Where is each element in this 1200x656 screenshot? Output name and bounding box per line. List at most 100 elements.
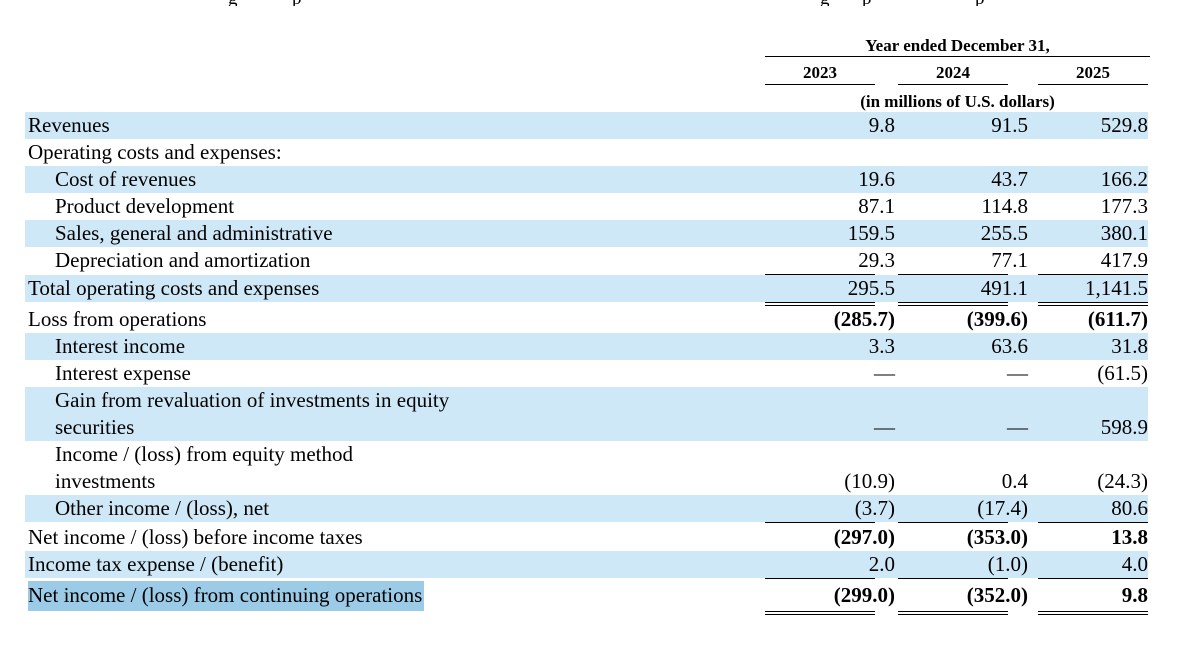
cutoff-glyph: p xyxy=(862,0,872,6)
value-2023: (10.9) xyxy=(844,469,895,493)
cutoff-text-line: g p g p p xyxy=(0,0,1200,6)
row-label: Total operating costs and expenses xyxy=(28,276,320,300)
total-double-rule xyxy=(898,611,1008,615)
total-double-rule xyxy=(1038,302,1148,306)
total-double-rule xyxy=(898,302,1008,306)
value-2025: 9.8 xyxy=(1121,583,1148,607)
year-2024-header: 2024 xyxy=(936,63,970,82)
table-row-cost-of-revenues: Cost of revenues 19.6 43.7 166.2 xyxy=(25,166,1148,193)
cutoff-glyph: g xyxy=(228,0,238,6)
value-2024: (353.0) xyxy=(966,525,1028,549)
value-2024: (1.0) xyxy=(987,552,1028,576)
table-row-net-income-continuing: Net income / (loss) from continuing oper… xyxy=(25,581,1148,611)
row-label: Other income / (loss), net xyxy=(55,496,270,520)
value-2025: 177.3 xyxy=(1100,194,1148,218)
value-2023: 2.0 xyxy=(868,552,895,576)
value-2023: — xyxy=(874,361,895,385)
table-row-other-income: Other income / (loss), net (3.7) (17.4) … xyxy=(25,495,1148,522)
subtotal-rule xyxy=(765,522,875,523)
value-2023: 159.5 xyxy=(847,221,895,245)
value-2025: (61.5) xyxy=(1097,361,1148,385)
subtotal-rule xyxy=(765,578,875,579)
subtotal-rule xyxy=(898,522,1008,523)
year-rule xyxy=(765,84,875,85)
year-rule xyxy=(898,84,1008,85)
value-2023: 87.1 xyxy=(858,194,895,218)
value-2024: 77.1 xyxy=(991,248,1028,272)
row-label: Interest expense xyxy=(55,361,191,385)
value-2024: 0.4 xyxy=(1001,469,1028,493)
year-2023-header: 2023 xyxy=(803,63,837,82)
value-2024: (399.6) xyxy=(966,307,1028,331)
value-2023: — xyxy=(874,415,895,439)
value-2023: 29.3 xyxy=(858,248,895,272)
value-2023: 3.3 xyxy=(868,334,895,358)
subtotal-rule xyxy=(1038,274,1148,275)
value-2023: (285.7) xyxy=(833,307,895,331)
value-2025: 598.9 xyxy=(1100,415,1148,439)
row-label-selected[interactable]: Net income / (loss) from continuing oper… xyxy=(28,581,425,611)
row-label: Interest income xyxy=(55,334,186,358)
value-2023: 19.6 xyxy=(858,167,895,191)
total-double-rule xyxy=(765,611,875,615)
value-2024: (17.4) xyxy=(977,496,1028,520)
value-2023: 9.8 xyxy=(868,113,895,137)
table-row-depreciation: Depreciation and amortization 29.3 77.1 … xyxy=(25,247,1148,274)
value-2023: (297.0) xyxy=(833,525,895,549)
row-label: Income tax expense / (benefit) xyxy=(28,552,284,576)
table-row-sga: Sales, general and administrative 159.5 … xyxy=(25,220,1148,247)
value-2024: 255.5 xyxy=(980,221,1028,245)
year-2025-header: 2025 xyxy=(1076,63,1110,82)
row-label: Income / (loss) from equity method inves… xyxy=(55,442,354,493)
subtotal-rule xyxy=(1038,578,1148,579)
table-row-net-income-before-taxes: Net income / (loss) before income taxes … xyxy=(25,524,1148,551)
value-2024: 43.7 xyxy=(991,167,1028,191)
year-rule xyxy=(1038,84,1148,85)
value-2025: 31.8 xyxy=(1111,334,1148,358)
value-2024: — xyxy=(1007,415,1028,439)
value-2023: (3.7) xyxy=(854,496,895,520)
total-double-rule xyxy=(1038,611,1148,615)
row-label: Loss from operations xyxy=(28,307,207,331)
units-note: (in millions of U.S. dollars) xyxy=(860,92,1055,111)
table-row-gain-revaluation: Gain from revaluation of investments in … xyxy=(25,387,1148,441)
value-2024: 91.5 xyxy=(991,113,1028,137)
row-label: Gain from revaluation of investments in … xyxy=(55,388,450,439)
value-2025: 4.0 xyxy=(1121,552,1148,576)
cutoff-glyph: g xyxy=(820,0,830,6)
table-row-revenues: Revenues 9.8 91.5 529.8 xyxy=(25,112,1148,139)
value-2025: 417.9 xyxy=(1100,248,1148,272)
table-row-total-operating-costs: Total operating costs and expenses 295.5… xyxy=(25,275,1148,302)
value-2025: 529.8 xyxy=(1100,113,1148,137)
value-2024: (352.0) xyxy=(966,583,1028,607)
table-row-interest-income: Interest income 3.3 63.6 31.8 xyxy=(25,333,1148,360)
period-title: Year ended December 31, xyxy=(865,36,1050,55)
row-label: Product development xyxy=(55,194,235,218)
subtotal-rule xyxy=(1038,522,1148,523)
cutoff-glyph: p xyxy=(292,0,302,6)
table-row-operating-costs-heading: Operating costs and expenses: xyxy=(25,139,1148,166)
value-2025: 380.1 xyxy=(1100,221,1148,245)
value-2025: 13.8 xyxy=(1111,525,1148,549)
value-2025: (24.3) xyxy=(1097,469,1148,493)
value-2024: 114.8 xyxy=(981,194,1028,218)
table-row-interest-expense: Interest expense — — (61.5) xyxy=(25,360,1148,387)
value-2025: (611.7) xyxy=(1087,307,1148,331)
header-rule xyxy=(765,56,1150,57)
subtotal-rule xyxy=(898,274,1008,275)
row-label: Depreciation and amortization xyxy=(55,248,311,272)
value-2024: 63.6 xyxy=(991,334,1028,358)
value-2024: — xyxy=(1007,361,1028,385)
value-2023: 295.5 xyxy=(847,276,895,300)
cutoff-glyph: p xyxy=(975,0,985,6)
row-label: Net income / (loss) before income taxes xyxy=(28,525,363,549)
value-2023: (299.0) xyxy=(833,583,895,607)
row-label: Sales, general and administrative xyxy=(55,221,333,245)
row-label: Revenues xyxy=(28,113,110,137)
table-row-income-tax: Income tax expense / (benefit) 2.0 (1.0)… xyxy=(25,551,1148,578)
subtotal-rule xyxy=(765,274,875,275)
subtotal-rule xyxy=(898,578,1008,579)
total-double-rule xyxy=(765,302,875,306)
table-row-product-development: Product development 87.1 114.8 177.3 xyxy=(25,193,1148,220)
value-2024: 491.1 xyxy=(980,276,1028,300)
